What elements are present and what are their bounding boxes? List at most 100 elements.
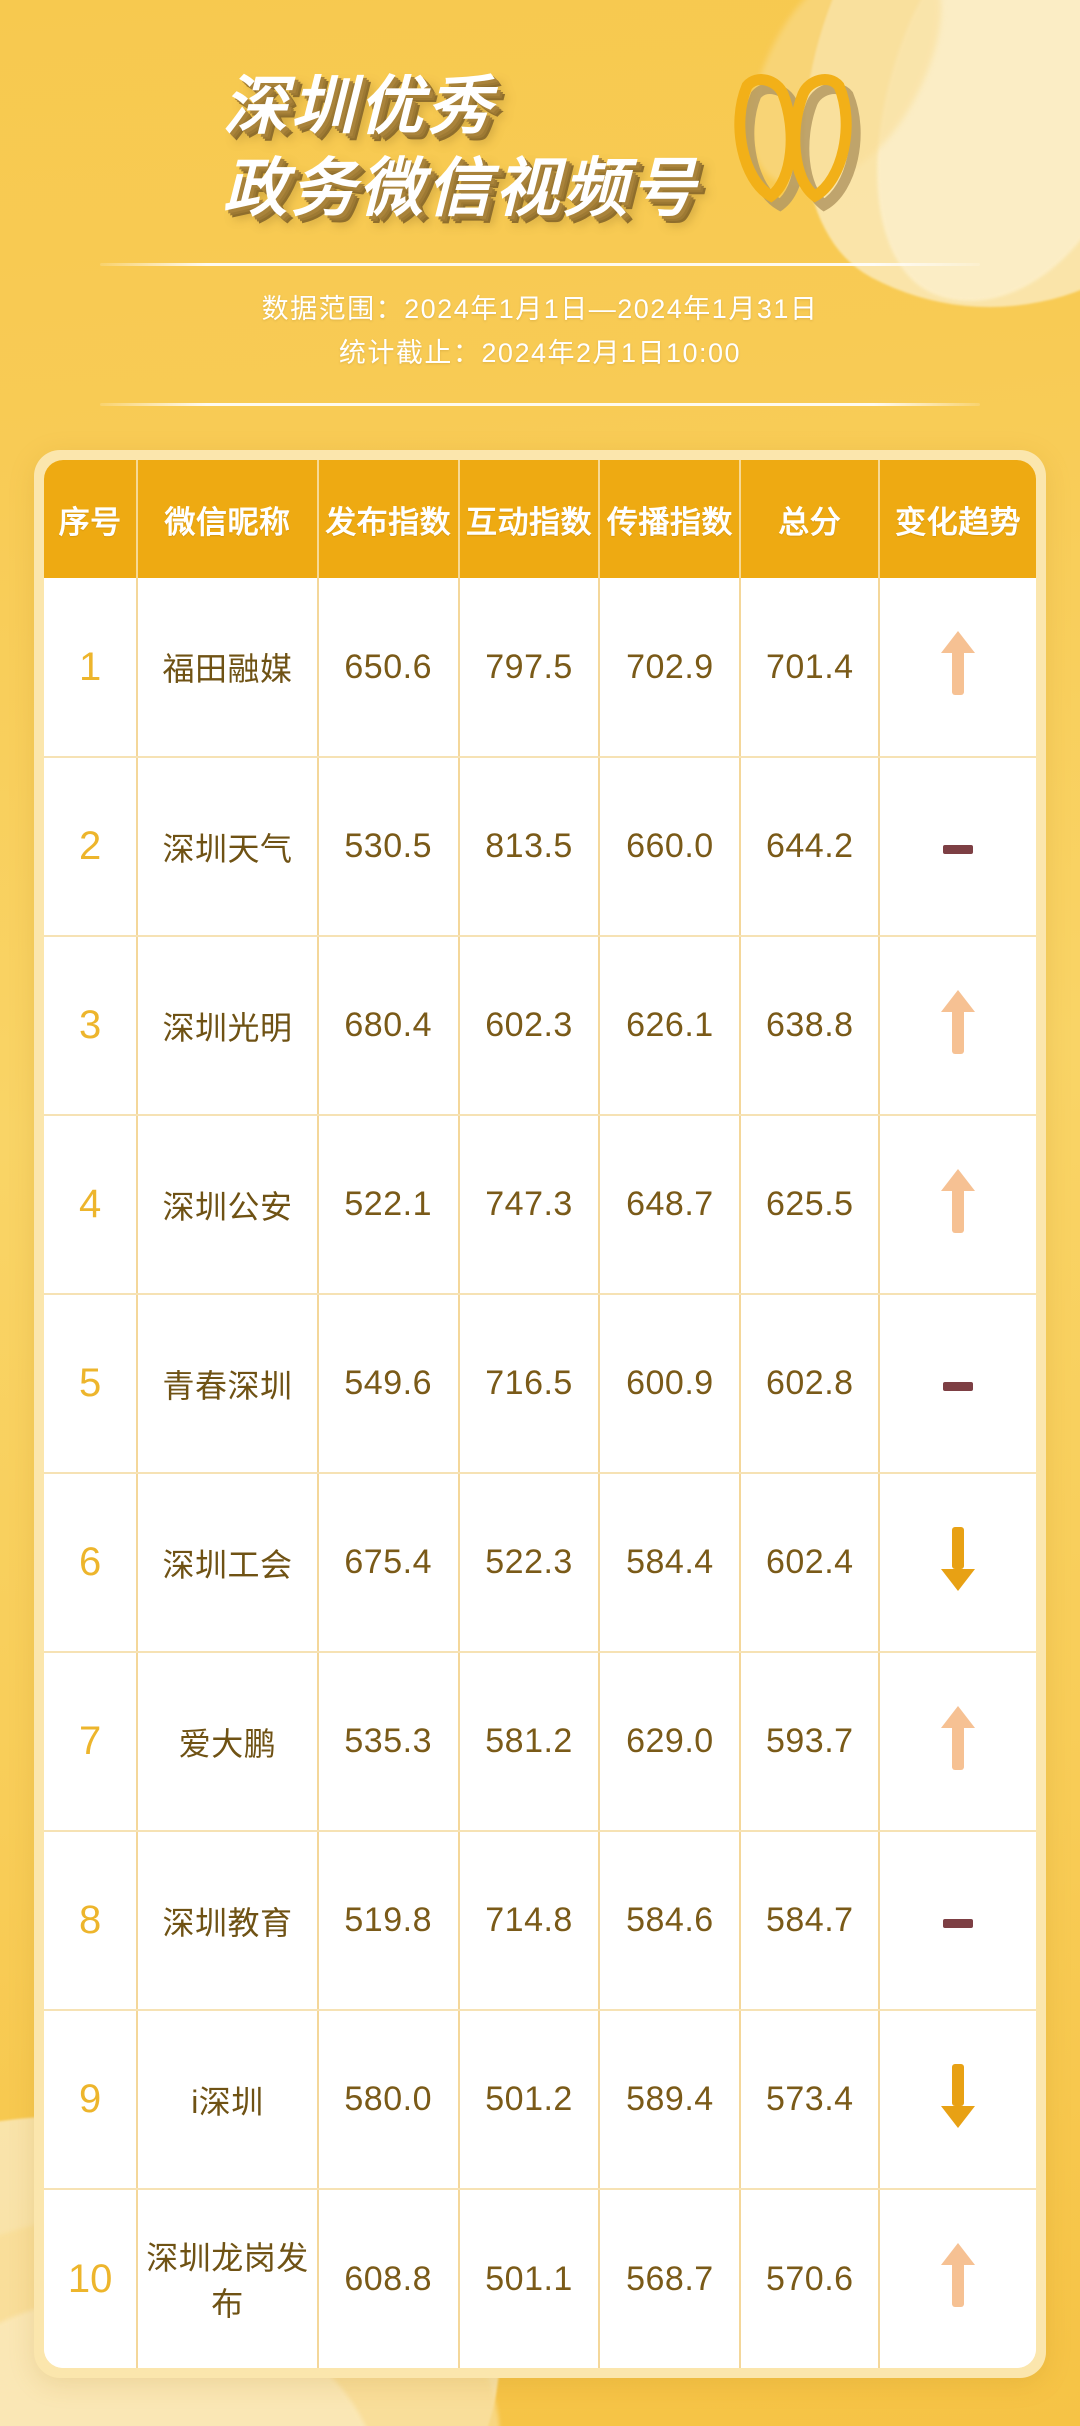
cell-publish: 522.1 — [317, 1115, 460, 1296]
cell-interaction: 747.3 — [458, 1115, 601, 1296]
cell-publish: 675.4 — [317, 1473, 460, 1654]
table-row: 2 深圳天气 530.5 813.5 660.0 644.2 — [44, 757, 1036, 938]
cell-rank: 5 — [44, 1294, 139, 1475]
trend-up-icon — [879, 1115, 1036, 1296]
cell-spread: 702.9 — [599, 578, 742, 759]
cell-interaction: 813.5 — [458, 757, 601, 938]
cell-nickname: 福田融媒 — [137, 578, 319, 759]
cell-rank: 4 — [44, 1115, 139, 1296]
cell-interaction: 714.8 — [458, 1831, 601, 2012]
poster-header: 深圳优秀 政务微信视频号 数据范围：2024年1月1日—2024年1 — [0, 0, 1080, 407]
cell-interaction: 501.1 — [458, 2189, 601, 2369]
cell-rank: 10 — [44, 2189, 139, 2369]
cell-total: 602.4 — [740, 1473, 881, 1654]
cell-total: 638.8 — [740, 936, 881, 1117]
cell-spread: 626.1 — [599, 936, 742, 1117]
trend-flat-icon — [879, 1294, 1036, 1475]
cell-nickname: i深圳 — [137, 2010, 319, 2191]
table-body: 1 福田融媒 650.6 797.5 702.9 701.4 2 深圳天气 530.5 813.5… — [44, 578, 1036, 2369]
cell-publish: 680.4 — [317, 936, 460, 1117]
cell-total: 593.7 — [740, 1652, 881, 1833]
column-header-interaction: 互动指数 — [458, 460, 601, 579]
cell-total: 602.8 — [740, 1294, 881, 1475]
cell-publish: 549.6 — [317, 1294, 460, 1475]
cell-nickname: 深圳教育 — [137, 1831, 319, 2012]
cell-spread: 589.4 — [599, 2010, 742, 2191]
data-cutoff-text: 统计截止：2024年2月1日10:00 — [338, 337, 742, 368]
trend-down-icon — [879, 2010, 1036, 2191]
table-header-row: 序号 微信昵称 发布指数 互动指数 传播指数 总分 变化趋势 — [44, 460, 1036, 579]
cell-interaction: 522.3 — [458, 1473, 601, 1654]
table-row: 9 i深圳 580.0 501.2 589.4 573.4 — [44, 2010, 1036, 2191]
cell-spread: 568.7 — [599, 2189, 742, 2369]
divider-top — [100, 263, 980, 266]
title-line-2: 政务微信视频号 — [223, 151, 699, 224]
cell-total: 584.7 — [740, 1831, 881, 2012]
meta-block: 数据范围：2024年1月1日—2024年1月31日 统计截止：2024年2月1日… — [0, 266, 1080, 377]
cell-publish: 650.6 — [317, 578, 460, 759]
cell-nickname: 深圳龙岗发布 — [137, 2189, 319, 2369]
cell-nickname: 爱大鹏 — [137, 1652, 319, 1833]
cell-spread: 648.7 — [599, 1115, 742, 1296]
column-header-publish: 发布指数 — [317, 460, 460, 579]
column-header-total: 总分 — [740, 460, 881, 579]
ranking-card-inner: 序号 微信昵称 发布指数 互动指数 传播指数 总分 变化趋势 1 福田融媒 650.… — [44, 460, 1036, 2369]
cell-rank: 8 — [44, 1831, 139, 2012]
cell-spread: 584.6 — [599, 1831, 742, 2012]
cell-publish: 580.0 — [317, 2010, 460, 2191]
data-range-text: 数据范围：2024年1月1日—2024年1月31日 — [261, 294, 819, 324]
table-header: 序号 微信昵称 发布指数 互动指数 传播指数 总分 变化趋势 — [44, 460, 1036, 579]
cell-total: 644.2 — [740, 757, 881, 938]
cell-spread: 600.9 — [599, 1294, 742, 1475]
trend-flat-icon — [879, 757, 1036, 938]
title-block: 深圳优秀 政务微信视频号 — [0, 62, 1080, 233]
column-header-trend: 变化趋势 — [879, 460, 1036, 579]
table-row: 8 深圳教育 519.8 714.8 584.6 584.7 — [44, 1831, 1036, 2012]
cell-interaction: 581.2 — [458, 1652, 601, 1833]
cell-interaction: 716.5 — [458, 1294, 601, 1475]
cell-total: 570.6 — [740, 2189, 881, 2369]
cell-publish: 535.3 — [317, 1652, 460, 1833]
cell-total: 625.5 — [740, 1115, 881, 1296]
ranking-card: 序号 微信昵称 发布指数 互动指数 传播指数 总分 变化趋势 1 福田融媒 650.… — [34, 450, 1046, 2379]
cell-nickname: 深圳公安 — [137, 1115, 319, 1296]
table-row: 7 爱大鹏 535.3 581.2 629.0 593.7 — [44, 1652, 1036, 1833]
column-header-nickname: 微信昵称 — [137, 460, 319, 579]
table-row: 4 深圳公安 522.1 747.3 648.7 625.5 — [44, 1115, 1036, 1296]
cell-rank: 9 — [44, 2010, 139, 2191]
cell-publish: 519.8 — [317, 1831, 460, 2012]
table-row: 10 深圳龙岗发布 608.8 501.1 568.7 570.6 — [44, 2189, 1036, 2369]
wechat-channels-logo-icon — [727, 68, 877, 233]
cell-total: 573.4 — [740, 2010, 881, 2191]
trend-flat-icon — [879, 1831, 1036, 2012]
table-row: 3 深圳光明 680.4 602.3 626.1 638.8 — [44, 936, 1036, 1117]
table-row: 5 青春深圳 549.6 716.5 600.9 602.8 — [44, 1294, 1036, 1475]
cell-nickname: 青春深圳 — [137, 1294, 319, 1475]
cell-nickname: 深圳天气 — [137, 757, 319, 938]
table-row: 6 深圳工会 675.4 522.3 584.4 602.4 — [44, 1473, 1036, 1654]
cell-total: 701.4 — [740, 578, 881, 759]
page-title: 深圳优秀 政务微信视频号 — [223, 66, 699, 230]
cell-nickname: 深圳工会 — [137, 1473, 319, 1654]
cell-rank: 3 — [44, 936, 139, 1117]
trend-up-icon — [879, 578, 1036, 759]
trend-up-icon — [879, 1652, 1036, 1833]
cell-rank: 7 — [44, 1652, 139, 1833]
cell-rank: 6 — [44, 1473, 139, 1654]
cell-rank: 2 — [44, 757, 139, 938]
cell-spread: 584.4 — [599, 1473, 742, 1654]
cell-rank: 1 — [44, 578, 139, 759]
ranking-table: 序号 微信昵称 发布指数 互动指数 传播指数 总分 变化趋势 1 福田融媒 650.… — [44, 460, 1036, 2369]
trend-up-icon — [879, 2189, 1036, 2369]
divider-bottom — [100, 403, 980, 407]
cell-spread: 629.0 — [599, 1652, 742, 1833]
title-line-1: 深圳优秀 — [223, 69, 495, 142]
cell-nickname: 深圳光明 — [137, 936, 319, 1117]
column-header-rank: 序号 — [44, 460, 139, 579]
cell-spread: 660.0 — [599, 757, 742, 938]
cell-interaction: 602.3 — [458, 936, 601, 1117]
trend-down-icon — [879, 1473, 1036, 1654]
cell-publish: 530.5 — [317, 757, 460, 938]
cell-interaction: 797.5 — [458, 578, 601, 759]
